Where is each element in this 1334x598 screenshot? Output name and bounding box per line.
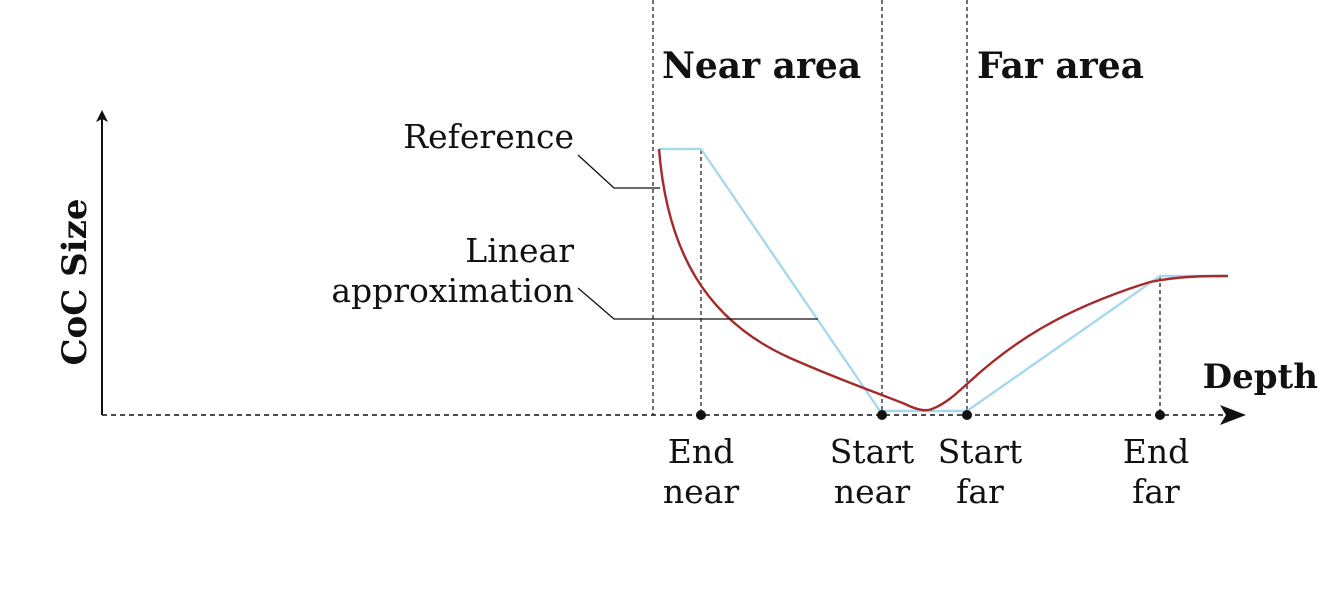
- tick-label-end-near-2: near: [663, 472, 739, 511]
- linear-label-line1: Linear: [465, 231, 574, 270]
- tick-label-start-far-2: far: [956, 472, 1004, 511]
- reference-label: Reference: [403, 117, 574, 156]
- linear-leader: [577, 287, 818, 320]
- tick-start-near: [877, 410, 887, 420]
- linear-approximation-curve: [659, 147, 1228, 413]
- x-axis-label: Depth: [1203, 357, 1318, 397]
- y-axis-label: CoC Size: [55, 198, 95, 365]
- tick-label-start-near-2: near: [834, 472, 910, 511]
- tick-label-end-near-1: End: [668, 432, 734, 471]
- tick-label-start-near-1: Start: [830, 432, 915, 471]
- tick-label-start-far-1: Start: [938, 432, 1023, 471]
- reference-curve: [657, 148, 1229, 412]
- tick-label-end-far-1: End: [1123, 432, 1189, 471]
- reference-leader: [577, 154, 660, 189]
- tick-label-end-far-2: far: [1132, 472, 1180, 511]
- tick-end-near: [696, 410, 706, 420]
- far-area-label: Far area: [977, 45, 1144, 87]
- tick-end-far: [1155, 410, 1165, 420]
- near-area-label: Near area: [662, 45, 861, 87]
- x-axis-arrowhead: [1220, 405, 1246, 425]
- linear-label-line2: approximation: [331, 271, 574, 310]
- tick-start-far: [962, 410, 972, 420]
